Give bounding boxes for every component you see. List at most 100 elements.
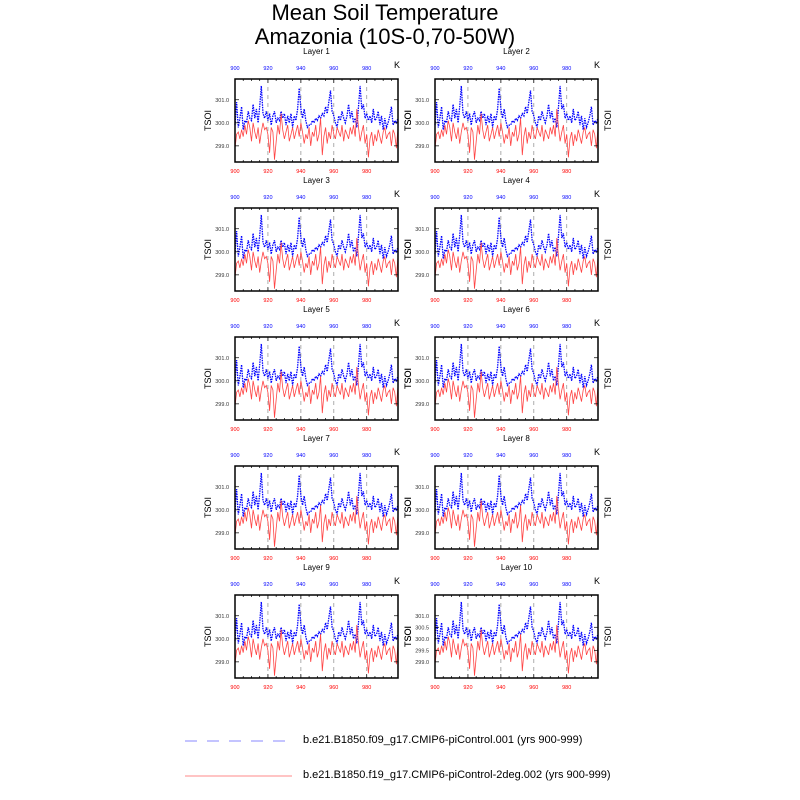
x-tick-label-top: 900 (430, 582, 439, 588)
y-tick-label: 301.0 (215, 356, 229, 362)
y-tick-label: 301.0 (415, 614, 429, 620)
panel-2: Layer 2 K 900 900 920 920 940 940 960 960 980 980 29… (403, 47, 613, 175)
panel-title: Layer 8 (503, 434, 530, 443)
y-axis-label-right: TSOI (403, 497, 413, 518)
x-tick-label-bottom: 940 (496, 169, 505, 175)
series-line-red (434, 495, 599, 547)
x-tick-label-bottom: 980 (362, 427, 371, 433)
y-axis-label-right: TSOI (403, 110, 413, 131)
x-tick-label-top: 980 (562, 324, 571, 330)
series-line-red (434, 624, 599, 676)
x-tick-label-bottom: 940 (496, 556, 505, 562)
x-tick-label-bottom: 960 (529, 169, 538, 175)
y-axis-label: TSOI (203, 110, 213, 131)
series-line-blue (434, 343, 599, 388)
x-tick-label-bottom: 980 (562, 298, 571, 304)
y-tick-label: 299.0 (415, 660, 429, 666)
x-tick-label-bottom: 980 (562, 169, 571, 175)
panel-1: Layer 1 K 900 900 920 920 940 940 960 960 980 980 29… (203, 47, 413, 175)
x-tick-label-bottom: 900 (430, 427, 439, 433)
panel-8: Layer 8 K 900 900 920 920 940 940 960 960 980 980 29… (403, 434, 613, 562)
x-tick-label-bottom: 960 (529, 556, 538, 562)
panel-3: Layer 3 K 900 900 920 920 940 940 960 960 980 980 29… (203, 176, 413, 304)
x-tick-label-top: 920 (463, 66, 472, 72)
plot-frame (434, 594, 599, 679)
x-tick-label-bottom: 960 (529, 298, 538, 304)
panel-9: Layer 9 K 900 900 920 920 940 940 960 960 980 980 29… (203, 563, 413, 691)
series-line-red (434, 108, 599, 160)
x-tick-label-bottom: 960 (529, 685, 538, 691)
series-line-blue (234, 85, 399, 130)
x-tick-label-bottom: 980 (362, 169, 371, 175)
x-tick-label-bottom: 920 (463, 556, 472, 562)
y-axis-label: TSOI (403, 368, 413, 389)
y-tick-label: 299.0 (415, 531, 429, 537)
x-tick-label-top: 920 (463, 195, 472, 201)
x-tick-label-top: 980 (362, 195, 371, 201)
chart-title-line-1: Mean Soil Temperature (271, 0, 499, 25)
panel-title: Layer 1 (303, 47, 330, 56)
x-tick-label-top: 920 (463, 453, 472, 459)
x-tick-label-top: 980 (362, 453, 371, 459)
y-tick-label: 300.0 (215, 379, 229, 385)
series-line-blue (434, 85, 599, 130)
y-tick-label: 301.0 (415, 227, 429, 233)
panel-10: Layer 10 K 900 900 920 920 940 940 960 960 980 980 2… (403, 563, 613, 691)
x-tick-label-bottom: 900 (230, 169, 239, 175)
y-axis-label-right: TSOI (603, 497, 613, 518)
y-tick-label: 299.0 (215, 144, 229, 150)
x-tick-label-bottom: 980 (362, 685, 371, 691)
x-tick-label-top: 940 (296, 453, 305, 459)
y-tick-label: 300.0 (215, 508, 229, 514)
units-label: K (594, 60, 600, 70)
x-tick-label-bottom: 980 (562, 685, 571, 691)
x-tick-label-bottom: 900 (430, 298, 439, 304)
y-tick-label: 300.5 (415, 625, 429, 631)
y-axis-label: TSOI (203, 239, 213, 260)
y-tick-label: 299.0 (215, 402, 229, 408)
y-tick-label: 301.0 (215, 614, 229, 620)
x-tick-label-bottom: 940 (496, 298, 505, 304)
x-tick-label-top: 900 (430, 324, 439, 330)
units-label: K (394, 60, 400, 70)
x-tick-label-bottom: 980 (362, 556, 371, 562)
y-axis-label-right: TSOI (603, 368, 613, 389)
panel-title: Layer 10 (501, 563, 533, 572)
y-axis-label: TSOI (403, 239, 413, 260)
x-tick-label-bottom: 920 (263, 556, 272, 562)
y-tick-label: 299.0 (415, 402, 429, 408)
x-tick-label-top: 940 (496, 582, 505, 588)
x-tick-label-bottom: 960 (329, 685, 338, 691)
x-tick-label-bottom: 960 (329, 298, 338, 304)
x-tick-label-top: 960 (329, 66, 338, 72)
units-label: K (394, 576, 400, 586)
x-tick-label-bottom: 960 (329, 427, 338, 433)
x-tick-label-top: 920 (263, 453, 272, 459)
panel-7: Layer 7 K 900 900 920 920 940 940 960 960 980 980 29… (203, 434, 413, 562)
x-tick-label-bottom: 980 (562, 556, 571, 562)
x-tick-label-top: 940 (296, 582, 305, 588)
units-label: K (394, 318, 400, 328)
x-tick-label-bottom: 960 (529, 427, 538, 433)
x-tick-label-bottom: 960 (329, 169, 338, 175)
x-tick-label-top: 980 (562, 582, 571, 588)
x-tick-label-bottom: 980 (362, 298, 371, 304)
x-tick-label-top: 940 (496, 453, 505, 459)
x-tick-label-top: 960 (329, 582, 338, 588)
series-line-blue (234, 343, 399, 388)
panel-4: Layer 4 K 900 900 920 920 940 940 960 960 980 980 29… (403, 176, 613, 304)
series-line-red (234, 237, 399, 289)
x-tick-label-top: 960 (529, 453, 538, 459)
y-tick-label: 301.0 (215, 485, 229, 491)
x-tick-label-bottom: 900 (430, 169, 439, 175)
x-tick-label-bottom: 900 (230, 556, 239, 562)
x-tick-label-top: 900 (430, 66, 439, 72)
plot-frame (434, 78, 599, 163)
x-tick-label-top: 940 (296, 66, 305, 72)
x-tick-label-top: 980 (562, 66, 571, 72)
x-tick-label-top: 940 (496, 66, 505, 72)
x-tick-label-top: 980 (362, 582, 371, 588)
panel-title: Layer 6 (503, 305, 530, 314)
panel-title: Layer 5 (303, 305, 330, 314)
